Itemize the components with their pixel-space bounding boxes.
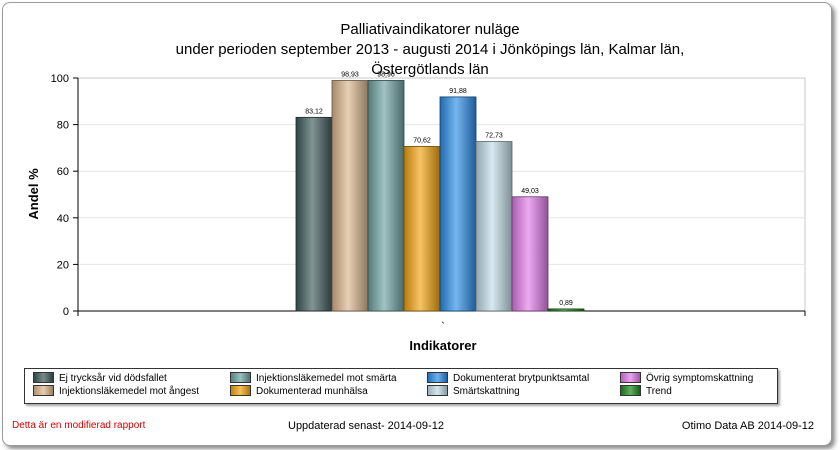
y-tick-label: 20 — [57, 259, 69, 271]
legend-label: Ej trycksår vid dödsfallet — [59, 373, 167, 385]
data-label: 49,03 — [521, 188, 539, 195]
data-label: 0,89 — [559, 300, 573, 307]
legend-item: Dokumenterat brytpunktsamtal — [427, 372, 590, 385]
title-line: Östergötlands län — [371, 60, 489, 78]
title-line: under perioden september 2013 - augusti … — [176, 41, 685, 58]
data-label: 98,93 — [341, 71, 359, 78]
legend-swatch — [427, 372, 448, 383]
legend-label: Dokumenterad munhälsa — [256, 386, 368, 398]
legend-label: Trend — [646, 386, 672, 398]
legend-swatch — [33, 385, 54, 396]
legend-item: Smärtskattning — [427, 385, 520, 398]
y-tick-label: 40 — [57, 213, 69, 225]
y-tick-label: 60 — [57, 166, 69, 178]
legend-item: Dokumenterad munhälsa — [230, 385, 368, 398]
bar — [295, 116, 333, 312]
data-label: 91,88 — [449, 88, 467, 95]
legend-item: Övrig symptomskattning — [620, 372, 754, 385]
bar — [367, 80, 405, 312]
legend-label: Injektionsläkemedel mot smärta — [256, 373, 397, 385]
x-tick-label: ` — [441, 321, 445, 333]
data-label: 83,12 — [305, 108, 323, 115]
copyright-note: Otimo Data AB 2014-09-12 — [681, 420, 814, 432]
bar — [475, 141, 513, 312]
x-axis-title: Indikatorer — [409, 338, 476, 353]
modified-report-note: Detta är en modifierad rapport — [12, 420, 146, 431]
data-label: 70,62 — [413, 137, 431, 144]
y-tick-label: 80 — [57, 120, 69, 132]
legend-swatch — [230, 385, 251, 396]
bar — [439, 96, 477, 312]
legend-item: Ej trycksår vid dödsfallet — [33, 372, 167, 385]
bar — [403, 146, 441, 312]
y-tick-label: 100 — [51, 73, 69, 85]
title-line: Palliativaindikatorer nuläge — [340, 21, 519, 38]
y-tick-label: 0 — [63, 306, 69, 318]
data-label: 72,73 — [485, 133, 503, 140]
legend-swatch — [230, 372, 251, 383]
y-tick-labels: 0 20 40 60 80 100 — [51, 73, 69, 318]
legend: Ej trycksår vid dödsfallet Injektionsläke… — [24, 368, 778, 404]
legend-swatch — [620, 385, 641, 396]
legend-label: Injektionsläkemedel mot ångest — [59, 386, 200, 398]
legend-item: Trend — [620, 385, 672, 398]
legend-swatch — [620, 372, 641, 383]
bar-group — [295, 80, 585, 312]
legend-item: Injektionsläkemedel mot smärta — [230, 372, 397, 385]
legend-label: Smärtskattning — [453, 386, 520, 398]
data-labels: 83,12 98,93 98,96 70,62 91,88 72,73 49,03 0,89 — [305, 71, 573, 307]
legend-label: Övrig symptomskattning — [646, 373, 754, 385]
legend-swatch — [33, 372, 54, 383]
legend-swatch — [427, 385, 448, 396]
updated-date: Uppdaterad senast- 2014-09-12 — [288, 420, 444, 432]
legend-item: Injektionsläkemedel mot ångest — [33, 385, 200, 398]
bar — [511, 196, 549, 312]
bar — [331, 80, 369, 312]
y-axis-title: Andel % — [26, 168, 41, 220]
data-label: 98,96 — [377, 71, 395, 78]
bar — [547, 308, 585, 312]
chart-title: Palliativaindikatorer nuläge under period… — [176, 21, 685, 78]
legend-label: Dokumenterat brytpunktsamtal — [453, 373, 590, 385]
